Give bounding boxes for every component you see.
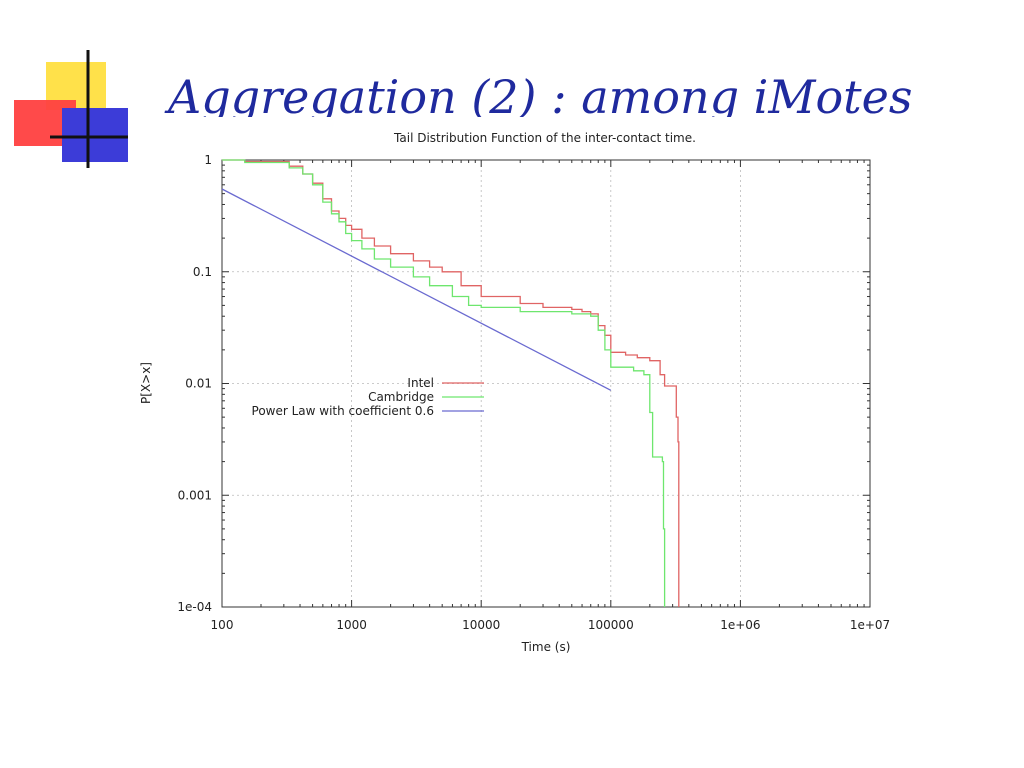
logo-blue-square	[62, 108, 128, 162]
grid-lines	[222, 160, 870, 607]
chart-title: Tail Distribution Function of the inter-…	[393, 131, 696, 145]
x-tick-label: 1000	[336, 618, 367, 632]
x-tick-label: 100	[211, 618, 234, 632]
series-line-cambridge	[222, 159, 666, 607]
y-tick-label: 1	[204, 153, 212, 167]
slide-title: Aggregation (2) : among iMotes	[168, 70, 913, 124]
slide-logo	[14, 50, 128, 168]
x-tick-label: 100000	[588, 618, 634, 632]
x-tick-label: 1e+06	[720, 618, 760, 632]
x-tick-label: 1e+07	[850, 618, 890, 632]
y-tick-label: 0.1	[193, 265, 212, 279]
y-tick-labels: 1 0.1 0.01 0.001 1e-04	[177, 153, 212, 614]
title-overlap-mask	[150, 117, 970, 141]
y-tick-label: 1e-04	[177, 600, 212, 614]
x-axis-label: Time (s)	[521, 640, 571, 654]
x-tick-label: 10000	[462, 618, 500, 632]
legend-label-cambridge: Cambridge	[368, 390, 434, 404]
legend-label-intel: Intel	[407, 376, 434, 390]
legend-label-power-law-with-coefficient-0-6: Power Law with coefficient 0.6	[252, 404, 434, 418]
y-tick-label: 0.01	[185, 377, 212, 391]
series-lines	[221, 159, 680, 607]
y-tick-label: 0.001	[178, 488, 212, 502]
series-line-power-law-with-coefficient-0-6	[221, 188, 612, 391]
x-tick-labels: 100 1000 10000 100000 1e+06 1e+07	[211, 618, 891, 632]
y-axis-label: P[X>x]	[139, 362, 153, 404]
